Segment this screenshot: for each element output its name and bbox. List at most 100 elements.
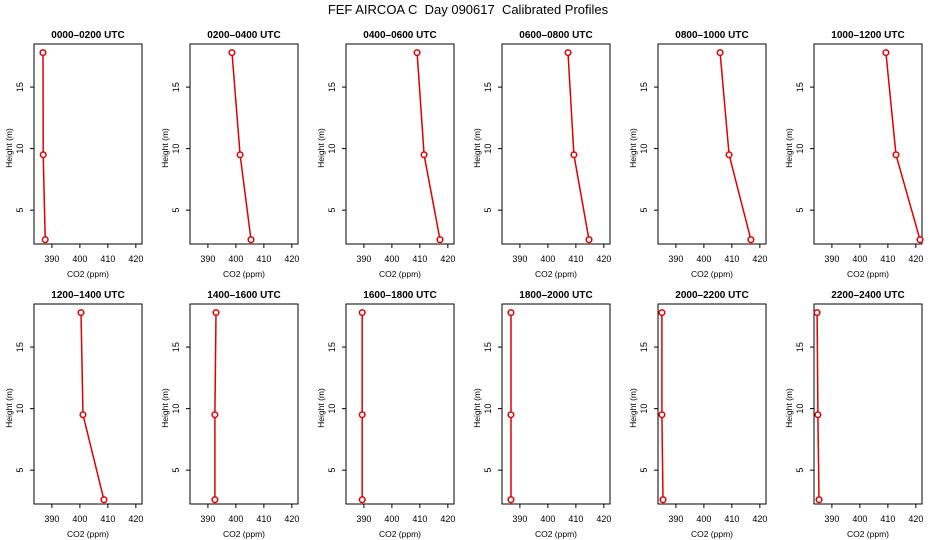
data-point	[358, 309, 366, 317]
y-axis-label: Height (m)	[628, 388, 638, 428]
data-point	[77, 309, 85, 317]
y-tick-label: 5	[327, 208, 337, 213]
plot-frame	[657, 43, 767, 245]
data-point	[585, 236, 593, 244]
x-tick-label: 390	[668, 254, 683, 264]
data-point	[420, 151, 428, 159]
x-axis-label: CO2 (ppm)	[847, 269, 889, 279]
x-axis-label: CO2 (ppm)	[379, 529, 421, 539]
data-point	[436, 236, 444, 244]
data-point	[725, 151, 733, 159]
plot-frame	[33, 303, 143, 505]
panel-title: 1800–2000 UTC	[519, 290, 592, 301]
y-tick-label: 10	[639, 144, 649, 154]
data-point	[413, 49, 421, 57]
panel-12: 2200–2400 UTC 390 400 410 420 CO2 (ppm) 5 10 15 H…	[784, 290, 923, 539]
profile-line	[80, 312, 105, 500]
x-tick-label: 420	[440, 254, 455, 264]
panel-title: 0000–0200 UTC	[51, 30, 124, 41]
x-tick-label: 410	[724, 514, 739, 524]
data-point	[39, 151, 47, 159]
panel-11: 2000–2200 UTC 390 400 410 420 CO2 (ppm) 5 10 15 H…	[628, 290, 767, 539]
data-point	[570, 151, 578, 159]
y-axis-label: Height (m)	[472, 128, 482, 168]
data-point	[228, 49, 236, 57]
x-axis-label: CO2 (ppm)	[691, 269, 733, 279]
y-tick-label: 15	[795, 342, 805, 352]
y-tick-label: 5	[795, 208, 805, 213]
plot-frame	[189, 303, 299, 505]
panel-8: 1400–1600 UTC 390 400 410 420 CO2 (ppm) 5 10 15 H…	[160, 290, 299, 539]
panel-title: 0200–0400 UTC	[207, 30, 280, 41]
y-axis-label: Height (m)	[784, 128, 794, 168]
figure-title: FEF AIRCOA C Day 090617 Calibrated Profi…	[328, 2, 609, 17]
y-tick-label: 10	[795, 404, 805, 414]
y-tick-label: 15	[171, 82, 181, 92]
x-tick-label: 390	[200, 514, 215, 524]
x-tick-label: 390	[44, 254, 59, 264]
x-tick-label: 390	[824, 514, 839, 524]
data-point	[100, 496, 108, 504]
x-tick-label: 420	[284, 254, 299, 264]
panel-2: 0200–0400 UTC 390 400 410 420 CO2 (ppm) 5 10 15 H…	[160, 30, 299, 279]
x-tick-label: 400	[696, 514, 711, 524]
x-tick-label: 400	[72, 514, 87, 524]
data-point	[358, 411, 366, 419]
data-point	[916, 236, 924, 244]
x-axis-label: CO2 (ppm)	[67, 269, 109, 279]
panel-10: 1800–2000 UTC 390 400 410 420 CO2 (ppm) 5 10 15 H…	[472, 290, 611, 539]
x-axis-label: CO2 (ppm)	[223, 529, 265, 539]
panel-6: 1000–1200 UTC 390 400 410 420 CO2 (ppm) 5 10 15 H…	[784, 30, 924, 279]
x-axis-label: CO2 (ppm)	[67, 529, 109, 539]
data-point	[658, 411, 666, 419]
y-tick-label: 10	[327, 144, 337, 154]
x-tick-label: 390	[356, 254, 371, 264]
data-point	[212, 309, 220, 317]
y-tick-label: 5	[795, 468, 805, 473]
y-tick-label: 15	[483, 342, 493, 352]
x-tick-label: 420	[128, 254, 143, 264]
x-tick-label: 410	[100, 514, 115, 524]
plot-frame	[345, 303, 455, 505]
panel-title: 1200–1400 UTC	[51, 290, 124, 301]
panel-title: 1000–1200 UTC	[831, 30, 904, 41]
x-tick-label: 420	[596, 254, 611, 264]
data-point	[41, 236, 49, 244]
y-tick-label: 5	[639, 468, 649, 473]
data-point	[507, 411, 515, 419]
y-tick-label: 15	[483, 82, 493, 92]
x-tick-label: 390	[44, 514, 59, 524]
x-tick-label: 400	[228, 254, 243, 264]
plot-frame	[813, 43, 923, 245]
x-tick-label: 410	[880, 514, 895, 524]
plot-frame	[189, 43, 299, 245]
y-tick-label: 5	[327, 468, 337, 473]
x-tick-label: 400	[696, 254, 711, 264]
y-tick-label: 15	[639, 82, 649, 92]
panel-title: 2200–2400 UTC	[831, 290, 904, 301]
y-tick-label: 5	[15, 208, 25, 213]
x-tick-label: 400	[228, 514, 243, 524]
y-tick-label: 10	[483, 144, 493, 154]
x-tick-label: 410	[256, 514, 271, 524]
plot-frame	[33, 43, 143, 245]
x-tick-label: 390	[356, 514, 371, 524]
plot-frame	[501, 43, 611, 245]
x-tick-label: 390	[512, 514, 527, 524]
panel-title: 0800–1000 UTC	[675, 30, 748, 41]
data-point	[892, 151, 900, 159]
x-axis-label: CO2 (ppm)	[223, 269, 265, 279]
panel-3: 0400–0600 UTC 390 400 410 420 CO2 (ppm) 5 10 15 H…	[316, 30, 455, 279]
panel-title: 0400–0600 UTC	[363, 30, 436, 41]
x-tick-label: 420	[908, 514, 923, 524]
data-point	[747, 236, 755, 244]
x-tick-label: 390	[668, 514, 683, 524]
x-tick-label: 390	[200, 254, 215, 264]
x-tick-label: 400	[852, 514, 867, 524]
x-tick-label: 420	[596, 514, 611, 524]
data-point	[247, 236, 255, 244]
data-point	[507, 496, 515, 504]
y-tick-label: 5	[483, 468, 493, 473]
plot-frame	[657, 303, 767, 505]
panel-title: 1600–1800 UTC	[363, 290, 436, 301]
